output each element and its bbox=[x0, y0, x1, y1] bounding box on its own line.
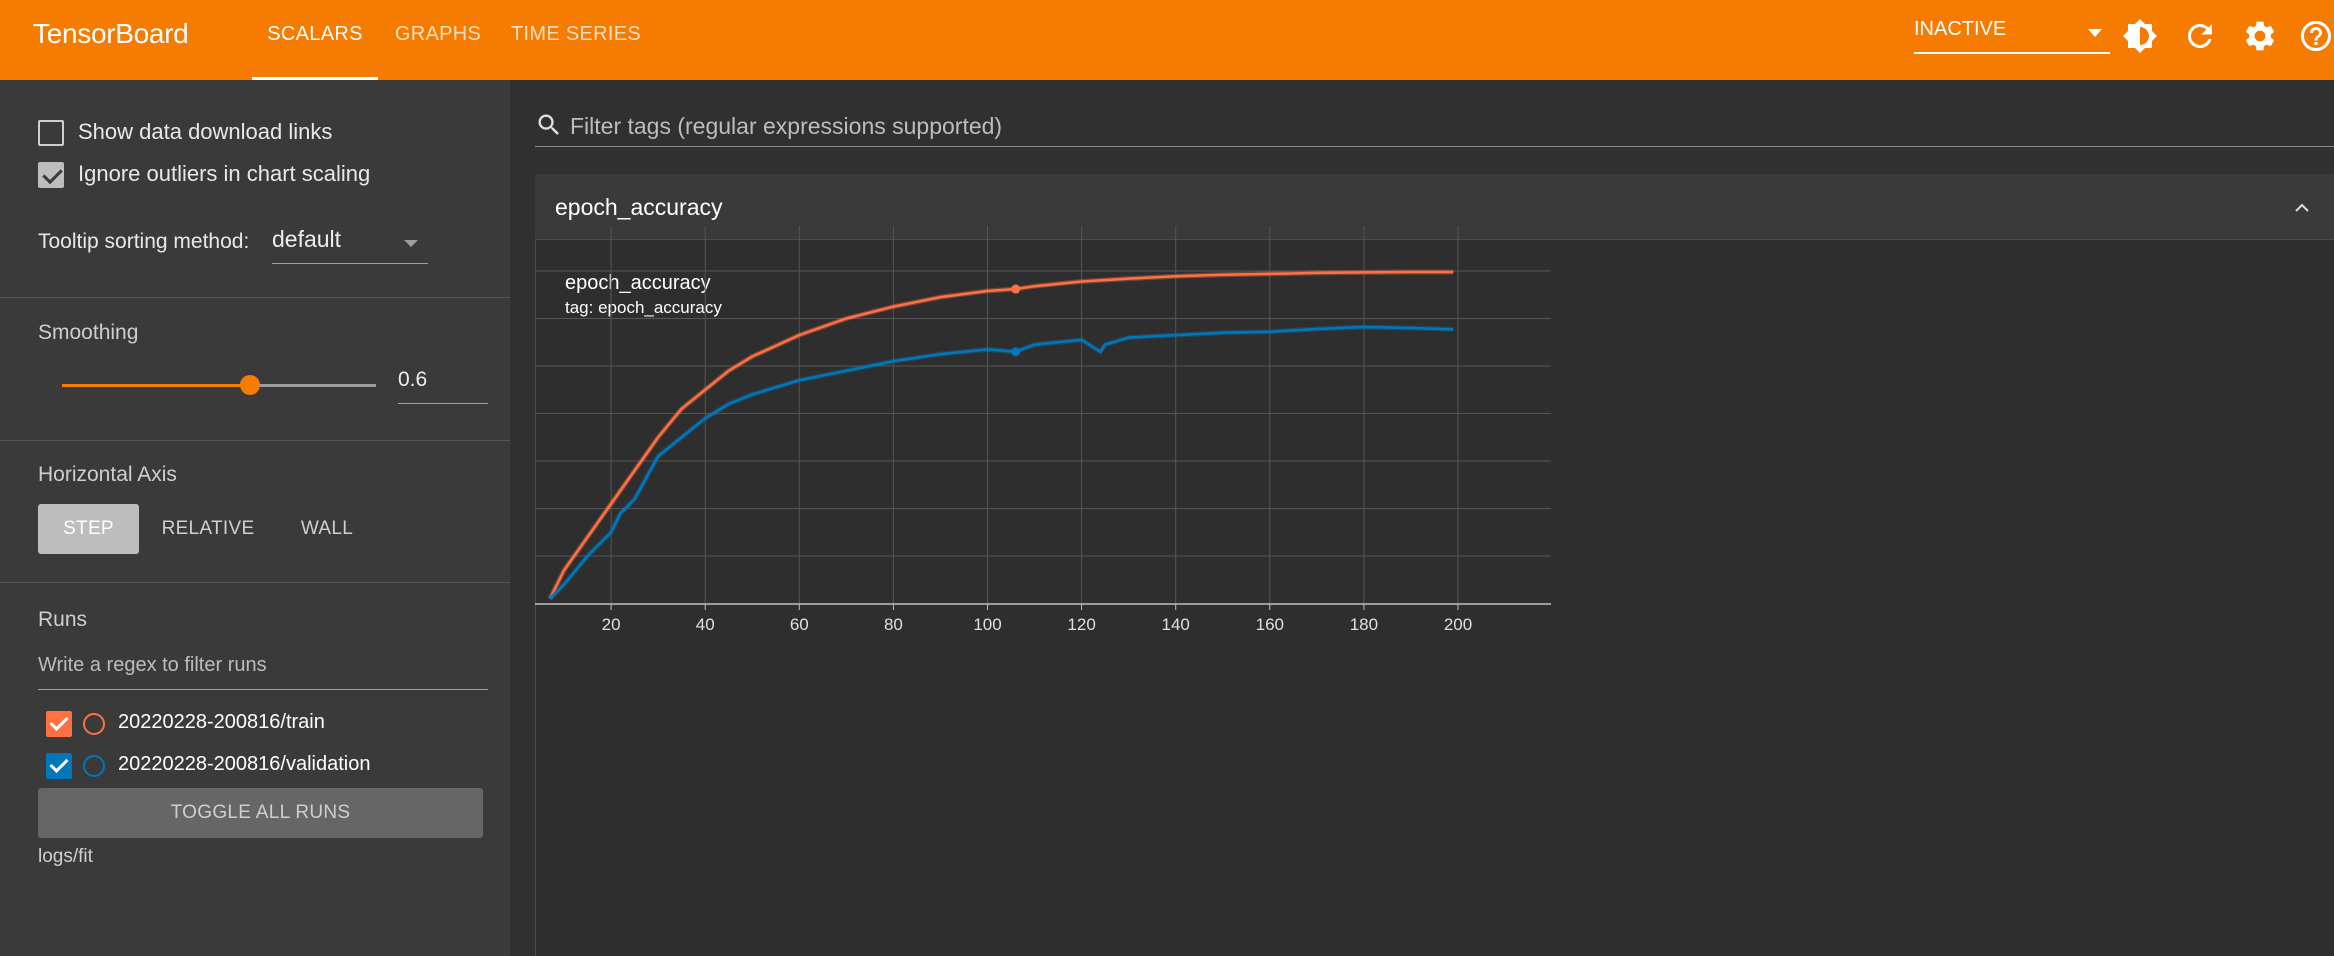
axis-wall-button[interactable]: WALL bbox=[300, 518, 354, 539]
tab-scalars[interactable]: SCALARS bbox=[252, 0, 378, 80]
x-tick-label: 80 bbox=[884, 615, 903, 634]
x-tick-label: 120 bbox=[1067, 615, 1095, 634]
series-line-0[interactable] bbox=[548, 270, 1454, 600]
show-download-links-label: Show data download links bbox=[78, 119, 333, 144]
tag-filter-input[interactable]: Filter tags (regular expressions support… bbox=[535, 107, 2334, 147]
log-dir-label: logs/fit bbox=[38, 846, 93, 867]
ignore-outliers-label: Ignore outliers in chart scaling bbox=[78, 161, 371, 186]
tab-time-series[interactable]: TIME SERIES bbox=[511, 23, 641, 45]
smoothing-slider-fill bbox=[62, 384, 251, 387]
tooltip-sorting-select[interactable]: default bbox=[272, 226, 428, 264]
run-train-checkbox[interactable] bbox=[46, 711, 72, 737]
runs-filter-placeholder: Write a regex to filter runs bbox=[38, 654, 267, 676]
horizontal-axis-title: Horizontal Axis bbox=[38, 463, 177, 486]
smoothing-title: Smoothing bbox=[38, 321, 139, 344]
smoothing-slider[interactable] bbox=[62, 375, 376, 395]
settings-icon[interactable] bbox=[2242, 18, 2278, 54]
run-validation-label: 20220228-200816/validation bbox=[118, 753, 371, 775]
tooltip-sorting-label: Tooltip sorting method: bbox=[38, 230, 250, 253]
series-point-0[interactable] bbox=[1011, 284, 1021, 294]
help-icon[interactable] bbox=[2298, 18, 2334, 54]
series-raw-line-1 bbox=[548, 324, 1454, 601]
tooltip-sorting-value: default bbox=[272, 226, 342, 252]
search-icon bbox=[538, 114, 559, 135]
smoothing-slider-thumb[interactable] bbox=[240, 375, 261, 395]
card-header-epoch-accuracy[interactable]: epoch_accuracy bbox=[535, 174, 2334, 240]
status-select-value: INACTIVE bbox=[1914, 18, 2007, 40]
chart-card bbox=[535, 240, 2334, 956]
run-validation-checkbox[interactable] bbox=[46, 753, 72, 779]
run-train-label: 20220228-200816/train bbox=[118, 711, 325, 733]
divider bbox=[0, 297, 510, 298]
smoothing-value-input[interactable]: 0.6 bbox=[398, 368, 488, 404]
card-title: epoch_accuracy bbox=[555, 194, 723, 220]
run-train-color-icon[interactable] bbox=[83, 713, 105, 735]
chart-title: epoch_accuracy bbox=[565, 272, 711, 294]
axis-relative-button[interactable]: RELATIVE bbox=[161, 518, 255, 539]
x-tick-label: 160 bbox=[1256, 615, 1284, 634]
series-point-1[interactable] bbox=[1011, 347, 1021, 357]
x-tick-label: 40 bbox=[696, 615, 715, 634]
toggle-all-runs-button[interactable]: TOGGLE ALL RUNS bbox=[38, 788, 483, 838]
run-validation-color-icon[interactable] bbox=[83, 755, 105, 777]
series-line-1[interactable] bbox=[549, 325, 1454, 600]
chart-tag: tag: epoch_accuracy bbox=[565, 298, 722, 317]
x-tick-label: 60 bbox=[790, 615, 809, 634]
smoothing-value: 0.6 bbox=[398, 368, 428, 391]
x-tick-label: 140 bbox=[1162, 615, 1190, 634]
x-tick-label: 20 bbox=[602, 615, 621, 634]
x-tick-label: 100 bbox=[973, 615, 1001, 634]
chevron-down-icon bbox=[2088, 29, 2102, 37]
runs-filter-input[interactable]: Write a regex to filter runs bbox=[38, 654, 488, 690]
x-tick-label: 200 bbox=[1444, 615, 1472, 634]
status-select[interactable]: INACTIVE bbox=[1914, 18, 2110, 54]
accuracy-chart[interactable]: 0204060801001201401601802000.40.50.60.70… bbox=[535, 220, 2334, 856]
theme-toggle-icon[interactable] bbox=[2122, 18, 2158, 54]
tag-filter-placeholder: Filter tags (regular expressions support… bbox=[570, 113, 1003, 139]
divider bbox=[0, 582, 510, 583]
divider bbox=[0, 440, 510, 441]
tab-graphs[interactable]: GRAPHS bbox=[394, 23, 482, 45]
ignore-outliers-checkbox[interactable] bbox=[38, 162, 64, 188]
chevron-up-icon[interactable] bbox=[2290, 196, 2314, 220]
top-app-bar: TensorBoard SCALARS GRAPHS TIME SERIES I… bbox=[0, 0, 2334, 80]
reload-icon[interactable] bbox=[2182, 18, 2218, 54]
x-tick-label: 180 bbox=[1350, 615, 1378, 634]
runs-title: Runs bbox=[38, 608, 88, 631]
axis-step-button[interactable]: STEP bbox=[38, 504, 139, 554]
show-download-links-checkbox[interactable] bbox=[38, 120, 64, 146]
brand-title: TensorBoard bbox=[33, 18, 189, 49]
chevron-down-icon bbox=[404, 240, 418, 247]
